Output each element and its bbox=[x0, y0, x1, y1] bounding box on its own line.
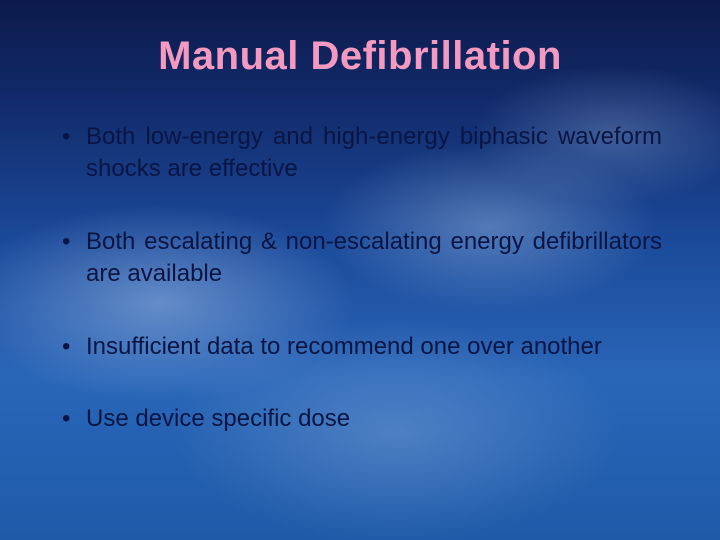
list-item: Both escalating & non-escalating energy … bbox=[58, 226, 662, 291]
slide-title: Manual Defibrillation bbox=[58, 34, 662, 79]
bullet-list: Both low-energy and high-energy biphasic… bbox=[58, 121, 662, 435]
slide: Manual Defibrillation Both low-energy an… bbox=[0, 0, 720, 540]
list-item: Use device specific dose bbox=[58, 403, 662, 435]
list-item: Both low-energy and high-energy biphasic… bbox=[58, 121, 662, 186]
list-item: Insufficient data to recommend one over … bbox=[58, 331, 662, 363]
